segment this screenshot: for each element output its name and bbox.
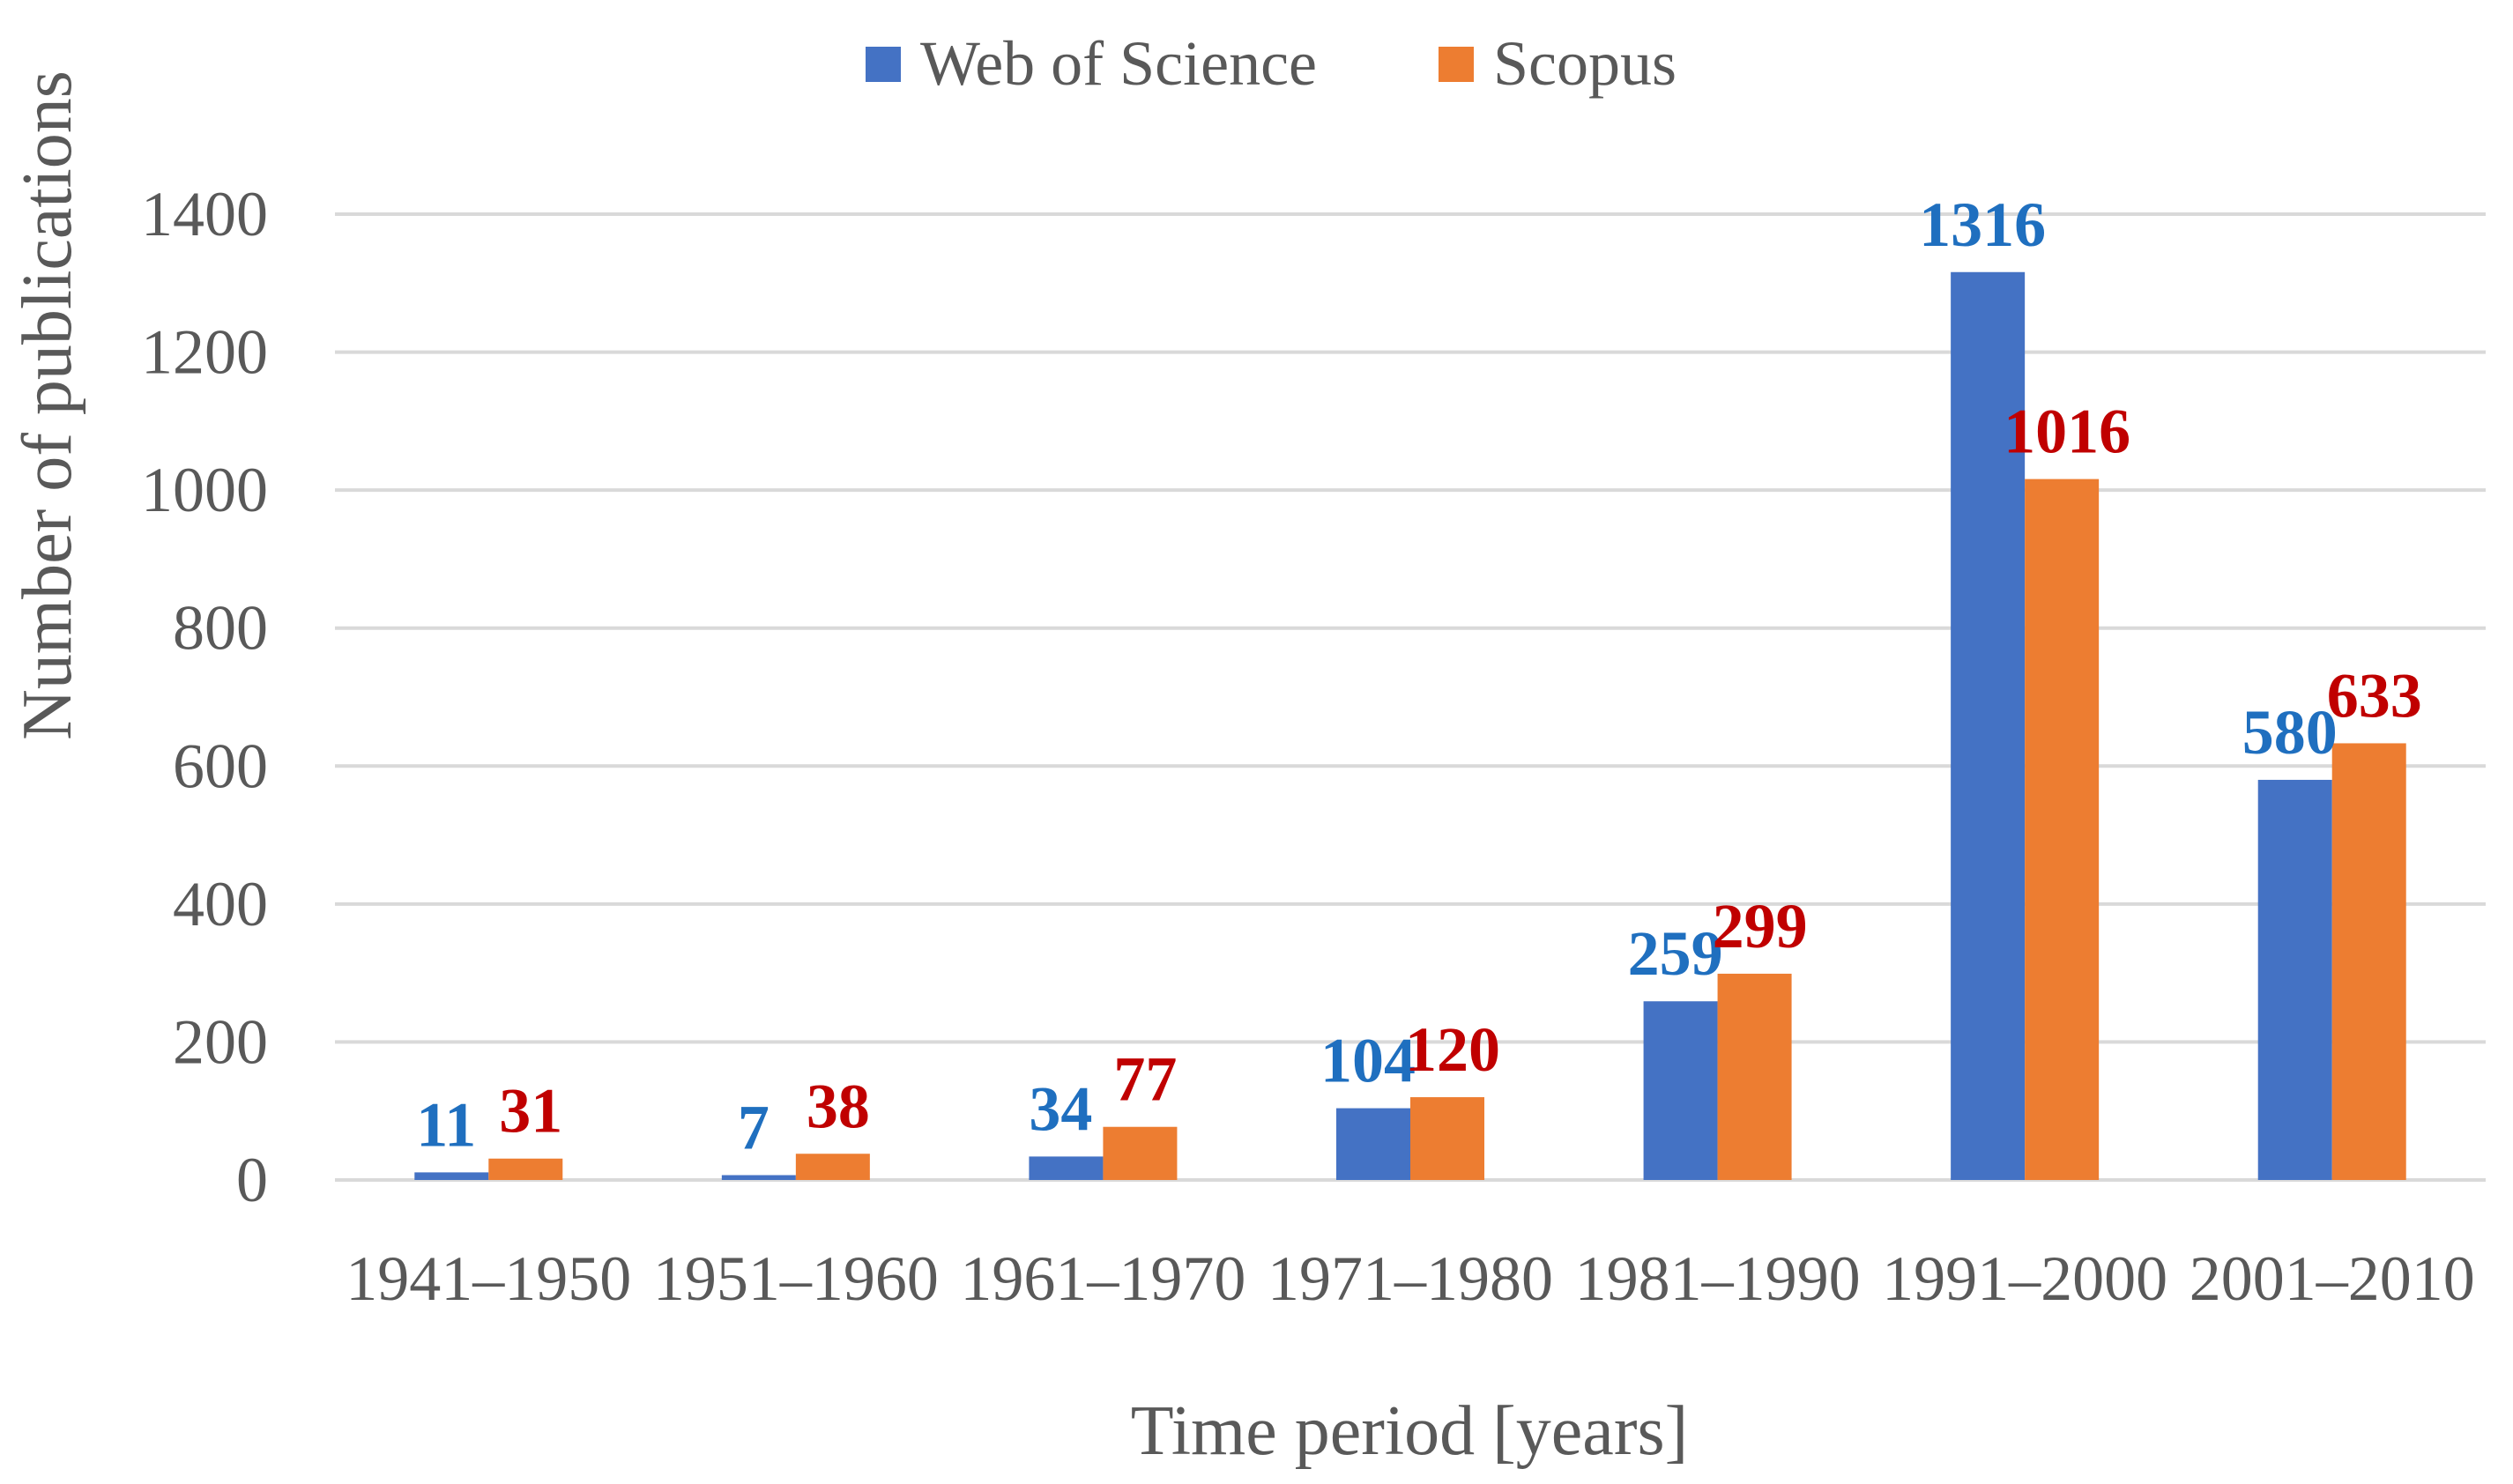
y-tick-label-800: 800 bbox=[173, 593, 268, 664]
data-label-scopus-1951-1960: 38 bbox=[807, 1071, 870, 1141]
data-label-scopus-1971-1980: 120 bbox=[1405, 1014, 1500, 1085]
data-label-web-of-science-1971-1980: 104 bbox=[1320, 1026, 1416, 1096]
data-label-web-of-science-1961-1970: 34 bbox=[1029, 1073, 1092, 1144]
x-tick-label-1981-1990: 1981–1990 bbox=[1575, 1243, 1861, 1314]
x-tick-label-2001-2010: 2001–2010 bbox=[2190, 1243, 2475, 1314]
bar-scopus-1971-1980 bbox=[1410, 1097, 1484, 1180]
data-label-web-of-science-1991-2000: 1316 bbox=[1919, 189, 2046, 260]
legend: Web of Science Scopus bbox=[866, 28, 1677, 99]
bar-web-of-science-2001-2010 bbox=[2257, 779, 2332, 1180]
bar-scopus-1951-1960 bbox=[795, 1154, 870, 1180]
bar-web-of-science-1991-2000 bbox=[1951, 271, 2026, 1180]
x-tick-label-1991-2000: 1991–2000 bbox=[1882, 1243, 2167, 1314]
x-tick-label-1951-1960: 1951–1960 bbox=[653, 1243, 939, 1314]
data-label-scopus-1981-1990: 299 bbox=[1713, 891, 1808, 961]
bar-web-of-science-1981-1990 bbox=[1643, 1001, 1718, 1180]
y-tick-label-1200: 1200 bbox=[141, 317, 268, 388]
legend-swatch-scopus bbox=[1439, 47, 1474, 82]
bar-scopus-1941-1950 bbox=[488, 1158, 563, 1180]
x-axis-ticks: 1941–1950 1951–1960 1961–1970 1971–1980 1981… bbox=[346, 1243, 2474, 1314]
gridlines bbox=[335, 212, 2486, 1182]
x-axis-title: Time period [years] bbox=[1131, 1392, 1688, 1470]
bar-web-of-science-1961-1970 bbox=[1029, 1156, 1104, 1180]
x-tick-label-1971-1980: 1971–1980 bbox=[1268, 1243, 1553, 1314]
bar-web-of-science-1951-1960 bbox=[721, 1175, 796, 1180]
bar-scopus-1991-2000 bbox=[2025, 479, 2100, 1180]
y-axis-title: Number of publications bbox=[9, 70, 86, 740]
y-tick-label-1000: 1000 bbox=[141, 455, 268, 525]
data-label-scopus-1991-2000: 1016 bbox=[2004, 397, 2130, 467]
bar-scopus-2001-2010 bbox=[2331, 743, 2406, 1180]
legend-label-web-of-science: Web of Science bbox=[920, 28, 1317, 99]
y-tick-label-600: 600 bbox=[173, 731, 268, 801]
y-tick-label-200: 200 bbox=[173, 1006, 268, 1077]
bar-web-of-science-1941-1950 bbox=[414, 1172, 489, 1180]
y-tick-label-0: 0 bbox=[236, 1145, 268, 1215]
data-label-web-of-science-1981-1990: 259 bbox=[1628, 918, 1723, 989]
data-label-web-of-science-1951-1960: 7 bbox=[738, 1093, 770, 1163]
data-label-web-of-science-2001-2010: 580 bbox=[2242, 697, 2338, 768]
bar-scopus-1981-1990 bbox=[1717, 973, 1792, 1180]
y-tick-label-400: 400 bbox=[173, 869, 268, 939]
y-axis-ticks: 0 200 400 600 800 1000 1200 1400 bbox=[141, 179, 268, 1215]
y-tick-label-1400: 1400 bbox=[141, 179, 268, 249]
legend-label-scopus: Scopus bbox=[1493, 28, 1677, 99]
legend-swatch-web-of-science bbox=[866, 47, 901, 82]
bars bbox=[414, 271, 2406, 1180]
data-label-web-of-science-1941-1950: 11 bbox=[416, 1089, 476, 1160]
data-label-scopus-1961-1970: 77 bbox=[1113, 1044, 1177, 1115]
data-label-scopus-1941-1950: 31 bbox=[499, 1076, 562, 1146]
x-tick-label-1941-1950: 1941–1950 bbox=[346, 1243, 631, 1314]
bar-web-of-science-1971-1980 bbox=[1336, 1108, 1410, 1180]
bar-scopus-1961-1970 bbox=[1103, 1126, 1178, 1180]
data-label-scopus-2001-2010: 633 bbox=[2327, 660, 2422, 731]
x-tick-label-1961-1970: 1961–1970 bbox=[960, 1243, 1245, 1314]
